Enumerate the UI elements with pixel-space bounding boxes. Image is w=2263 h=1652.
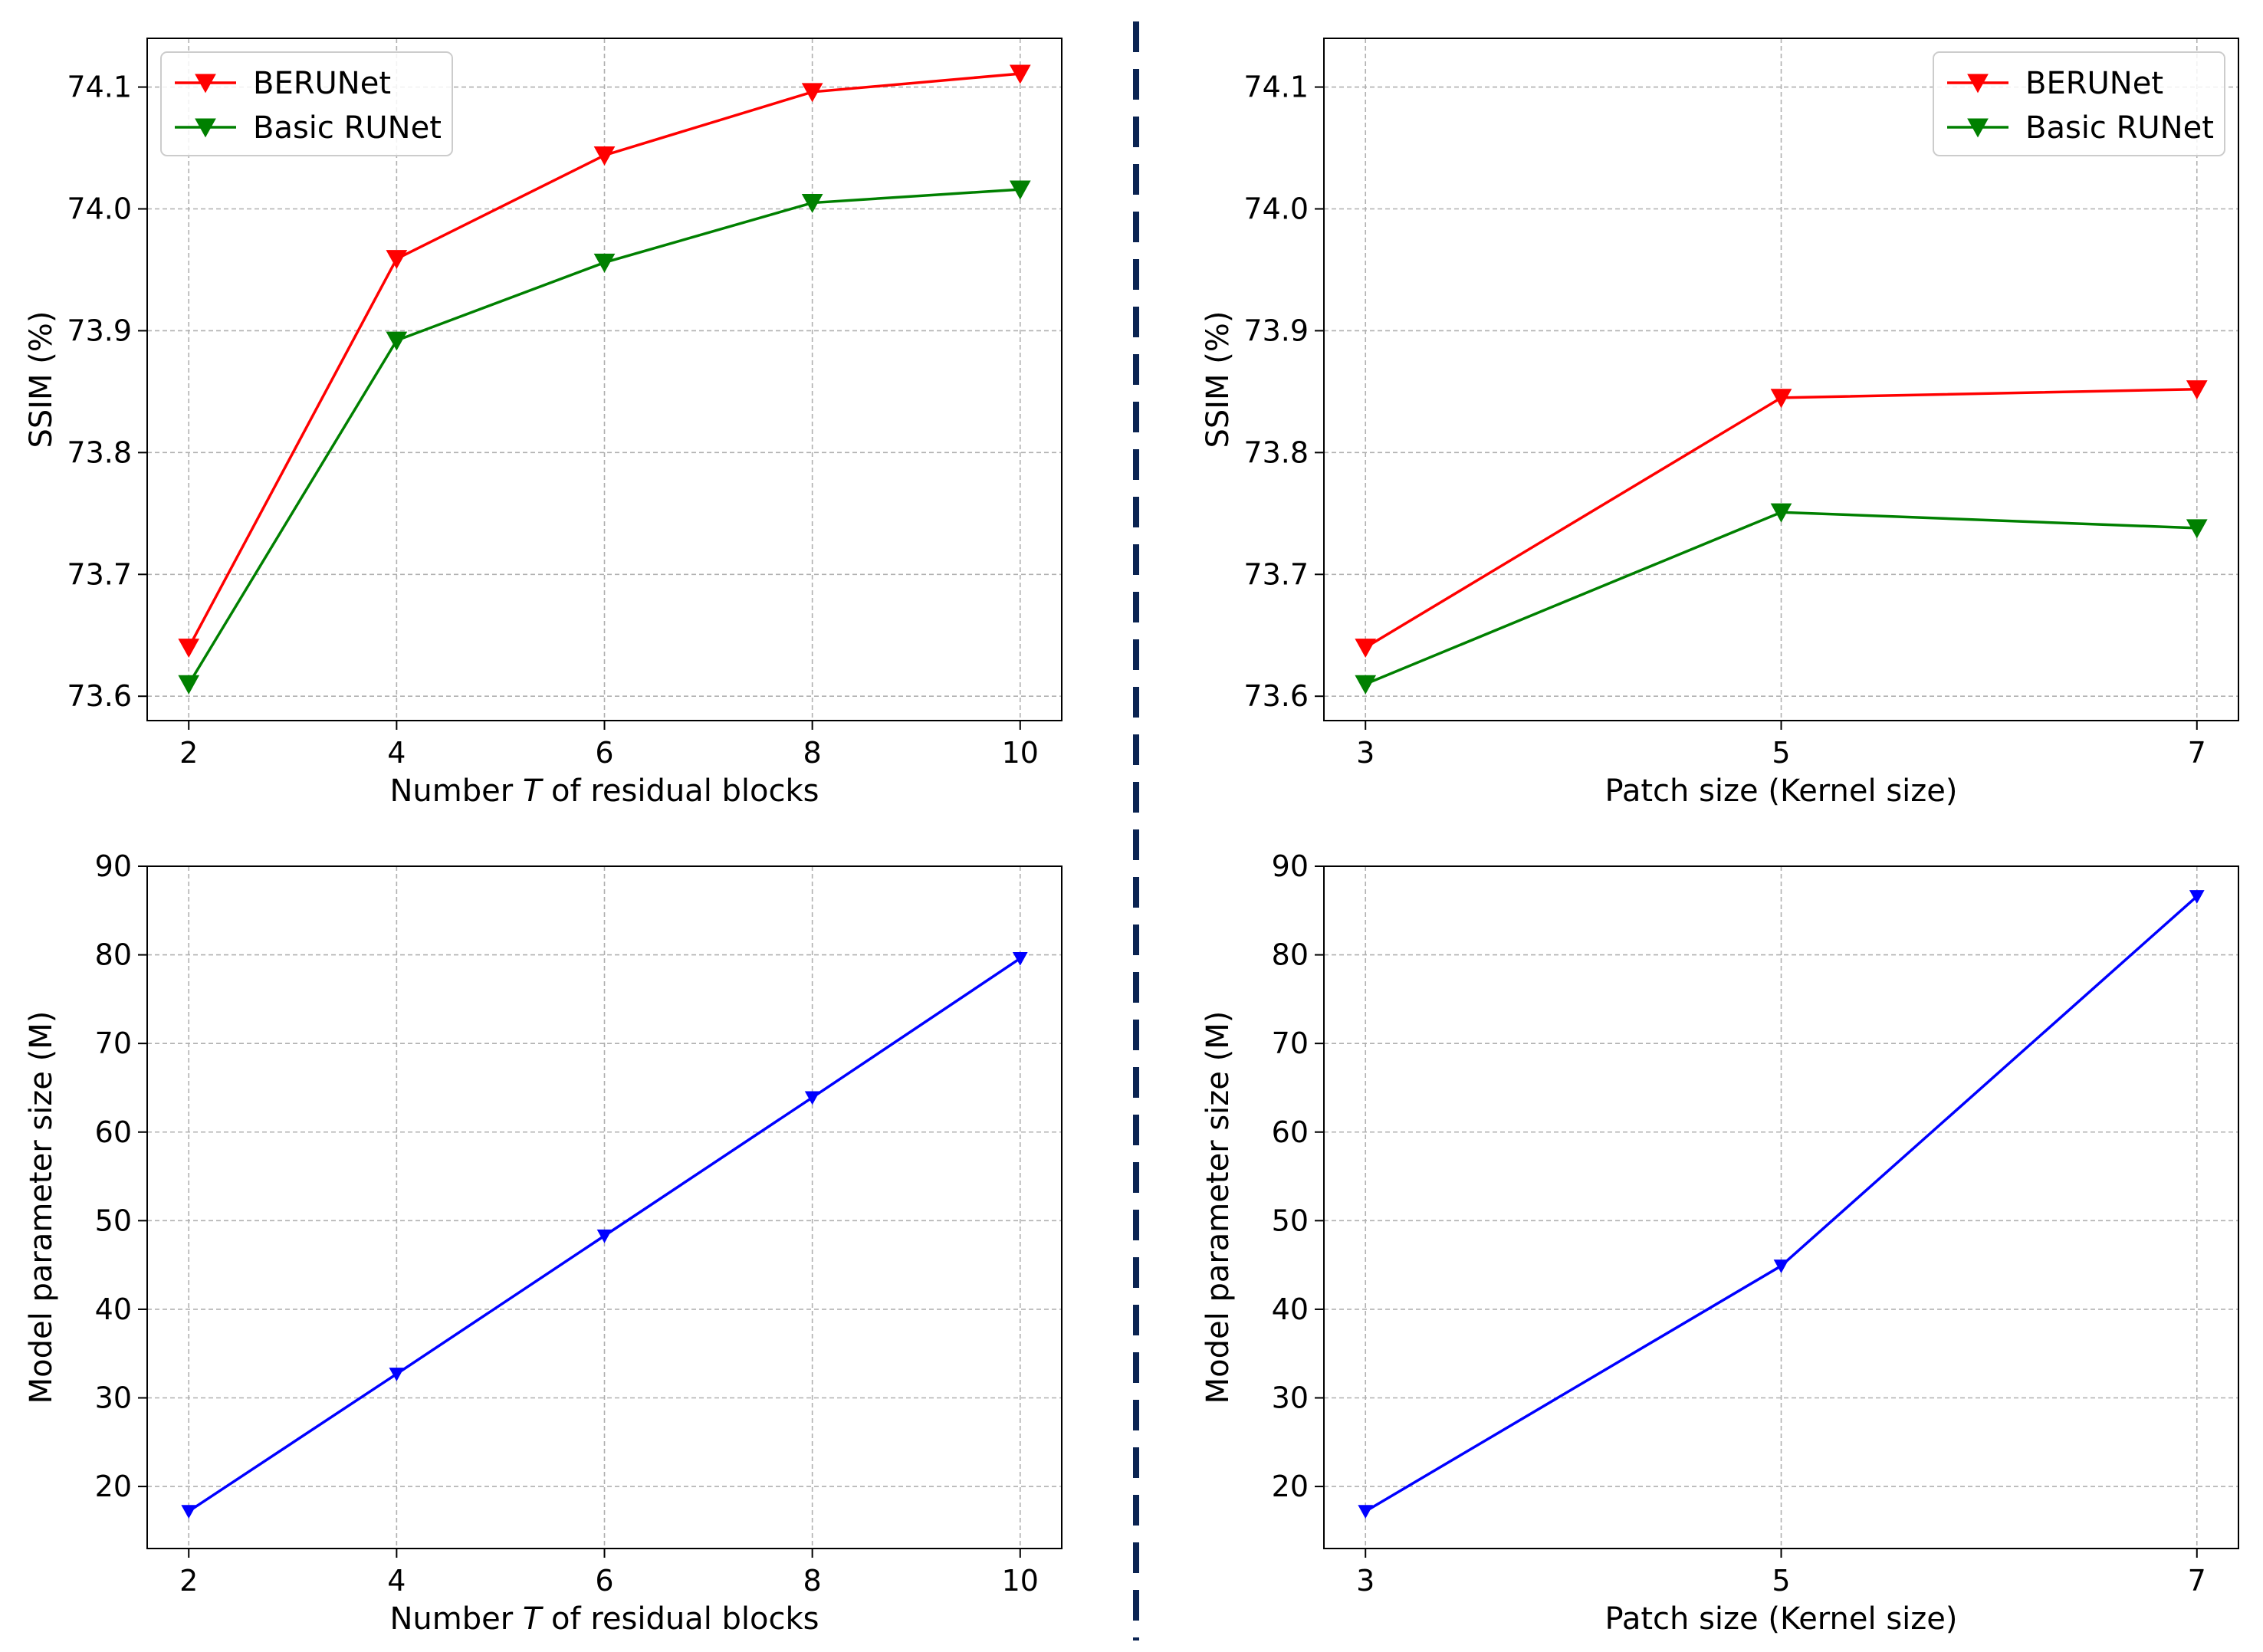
y-axis-label: Model parameter size (M) xyxy=(1200,1011,1236,1404)
x-tick-label: 4 xyxy=(387,1564,406,1598)
data-point-marker xyxy=(1355,639,1377,659)
x-tick-label: 6 xyxy=(595,1564,613,1598)
chart-top-right: 3 5 7 73.6 73.7 73.8 73.9 74.0 74.1 Patch size (K… xyxy=(1200,38,2239,809)
y-tick-label: 80 xyxy=(95,938,132,972)
data-point-marker xyxy=(2189,890,2205,904)
chart-bottom-left: 2 4 6 8 10 20 30 40 50 60 70 80 90 Number T of residu… xyxy=(24,849,1063,1637)
legend-marker xyxy=(1967,74,1989,94)
y-tick-label: 80 xyxy=(1272,938,1309,972)
x-axis-label-prefix: Number xyxy=(389,773,522,809)
x-axis-label-suffix: of residual blocks xyxy=(541,773,819,809)
data-point-marker xyxy=(1358,1505,1374,1519)
y-tick-label: 73.6 xyxy=(1243,679,1309,713)
x-tick-label: 3 xyxy=(1356,1564,1375,1598)
y-tick-label: 73.7 xyxy=(67,557,132,591)
legend-label: BERUNet xyxy=(2025,66,2163,101)
x-axis-label-suffix: of residual blocks xyxy=(541,1601,819,1637)
x-axis-label-variable: T xyxy=(523,1601,544,1637)
data-point-marker xyxy=(1012,952,1028,966)
y-tick-label: 73.9 xyxy=(1243,314,1309,347)
x-tick-label: 5 xyxy=(1772,736,1790,770)
y-axis-label: Model parameter size (M) xyxy=(24,1011,59,1404)
legend-marker xyxy=(195,74,216,94)
x-tick-label: 7 xyxy=(2188,1564,2206,1598)
y-tick-label: 40 xyxy=(1272,1292,1309,1326)
legend-box xyxy=(160,51,453,156)
x-tick-label: 8 xyxy=(803,736,822,770)
y-tick-label: 73.6 xyxy=(67,679,132,713)
chart-top-left: 2 4 6 8 10 73.6 73.7 73.8 73.9 74.0 74.1 Number T o… xyxy=(24,38,1063,809)
y-tick-label: 70 xyxy=(1272,1026,1309,1060)
y-tick-label: 20 xyxy=(95,1470,132,1503)
data-point-marker xyxy=(1355,675,1377,695)
data-point-marker xyxy=(2186,380,2208,400)
x-axis-label: Number T of residual blocks xyxy=(389,773,819,809)
x-tick-label: 10 xyxy=(1002,1564,1039,1598)
data-point-marker xyxy=(1773,1260,1789,1273)
chart-bottom-right: 3 5 7 20 30 40 50 60 70 80 90 Patch size (Kernel si… xyxy=(1200,849,2239,1637)
y-axis-label: SSIM (%) xyxy=(24,310,59,448)
x-tick-label: 5 xyxy=(1772,1564,1790,1598)
data-point-marker xyxy=(593,253,616,273)
y-tick-label: 74.1 xyxy=(1243,71,1309,104)
y-axis-label: SSIM (%) xyxy=(1200,310,1236,448)
legend-marker xyxy=(1967,118,1989,138)
y-tick-label: 90 xyxy=(1272,849,1309,883)
y-tick-label: 73.8 xyxy=(67,435,132,469)
data-point-marker xyxy=(1009,64,1031,84)
x-axis-label: Patch size (Kernel size) xyxy=(1605,773,1958,809)
data-point-marker xyxy=(593,146,616,166)
legend: BERUNet Basic RUNet xyxy=(160,51,453,156)
data-point-marker xyxy=(386,331,408,351)
legend-label: Basic RUNet xyxy=(2025,110,2214,146)
y-tick-label: 20 xyxy=(1272,1470,1309,1503)
y-tick-label: 74.0 xyxy=(67,192,132,226)
data-point-marker xyxy=(181,1505,197,1519)
legend: BERUNet Basic RUNet xyxy=(1933,51,2225,156)
legend-marker xyxy=(195,118,216,138)
x-tick-label: 4 xyxy=(387,736,406,770)
data-point-marker xyxy=(801,194,823,213)
data-point-marker xyxy=(386,250,408,270)
data-point-marker xyxy=(2186,519,2208,539)
data-point-marker xyxy=(389,1368,405,1381)
legend-label: Basic RUNet xyxy=(253,110,442,146)
y-tick-label: 50 xyxy=(95,1204,132,1237)
data-point-marker xyxy=(1770,389,1792,409)
y-tick-label: 73.9 xyxy=(67,314,132,347)
y-tick-label: 73.7 xyxy=(1243,557,1309,591)
x-tick-label: 10 xyxy=(1002,736,1039,770)
data-point-marker xyxy=(1009,180,1031,200)
data-point-marker xyxy=(801,83,823,103)
y-tick-label: 30 xyxy=(95,1381,132,1415)
data-point-marker xyxy=(178,675,200,695)
y-tick-label: 70 xyxy=(95,1026,132,1060)
y-tick-label: 40 xyxy=(95,1292,132,1326)
y-tick-label: 73.8 xyxy=(1243,435,1309,469)
y-tick-label: 74.0 xyxy=(1243,192,1309,226)
x-tick-label: 2 xyxy=(179,1564,198,1598)
y-tick-label: 74.1 xyxy=(67,71,132,104)
y-tick-label: 90 xyxy=(95,849,132,883)
x-tick-label: 6 xyxy=(595,736,613,770)
data-point-marker xyxy=(596,1229,613,1243)
data-point-marker xyxy=(178,639,200,659)
y-tick-label: 30 xyxy=(1272,1381,1309,1415)
x-axis-label-prefix: Number xyxy=(389,1601,522,1637)
y-tick-label: 50 xyxy=(1272,1204,1309,1237)
y-tick-label: 60 xyxy=(1272,1115,1309,1149)
legend-box xyxy=(1933,51,2225,156)
x-axis-label: Patch size (Kernel size) xyxy=(1605,1601,1958,1637)
x-tick-label: 2 xyxy=(179,736,198,770)
x-axis-label-variable: T xyxy=(523,773,544,809)
x-tick-label: 8 xyxy=(803,1564,822,1598)
x-axis-label: Number T of residual blocks xyxy=(389,1601,819,1637)
y-tick-label: 60 xyxy=(95,1115,132,1149)
x-tick-label: 3 xyxy=(1356,736,1375,770)
legend-label: BERUNet xyxy=(253,66,391,101)
data-point-marker xyxy=(804,1091,820,1105)
data-point-marker xyxy=(1770,503,1792,523)
x-tick-label: 7 xyxy=(2188,736,2206,770)
